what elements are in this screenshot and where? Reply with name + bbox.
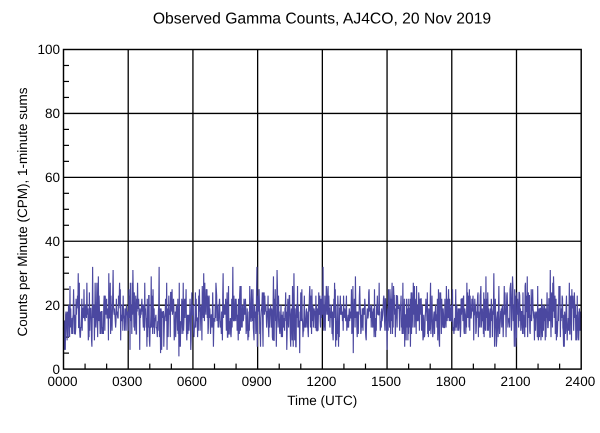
svg-text:Time (UTC): Time (UTC)	[287, 393, 357, 408]
svg-text:Counts per Minute (CPM), 1-min: Counts per Minute (CPM), 1-minute sums	[15, 87, 30, 336]
svg-text:1500: 1500	[371, 374, 401, 389]
svg-text:Observed Gamma Counts, AJ4CO,: Observed Gamma Counts, AJ4CO, 20 Nov 201…	[153, 11, 491, 28]
svg-text:0000: 0000	[47, 374, 77, 389]
svg-text:1200: 1200	[306, 374, 336, 389]
svg-text:0900: 0900	[242, 374, 272, 389]
svg-text:1800: 1800	[436, 374, 466, 389]
svg-text:0300: 0300	[112, 374, 142, 389]
svg-text:40: 40	[45, 234, 60, 249]
svg-text:20: 20	[45, 298, 60, 313]
svg-text:80: 80	[45, 106, 60, 121]
svg-text:100: 100	[37, 42, 60, 57]
svg-text:60: 60	[45, 170, 60, 185]
svg-text:2400: 2400	[565, 374, 595, 389]
svg-text:0600: 0600	[177, 374, 207, 389]
svg-text:2100: 2100	[500, 374, 530, 389]
svg-text:0: 0	[52, 362, 60, 377]
